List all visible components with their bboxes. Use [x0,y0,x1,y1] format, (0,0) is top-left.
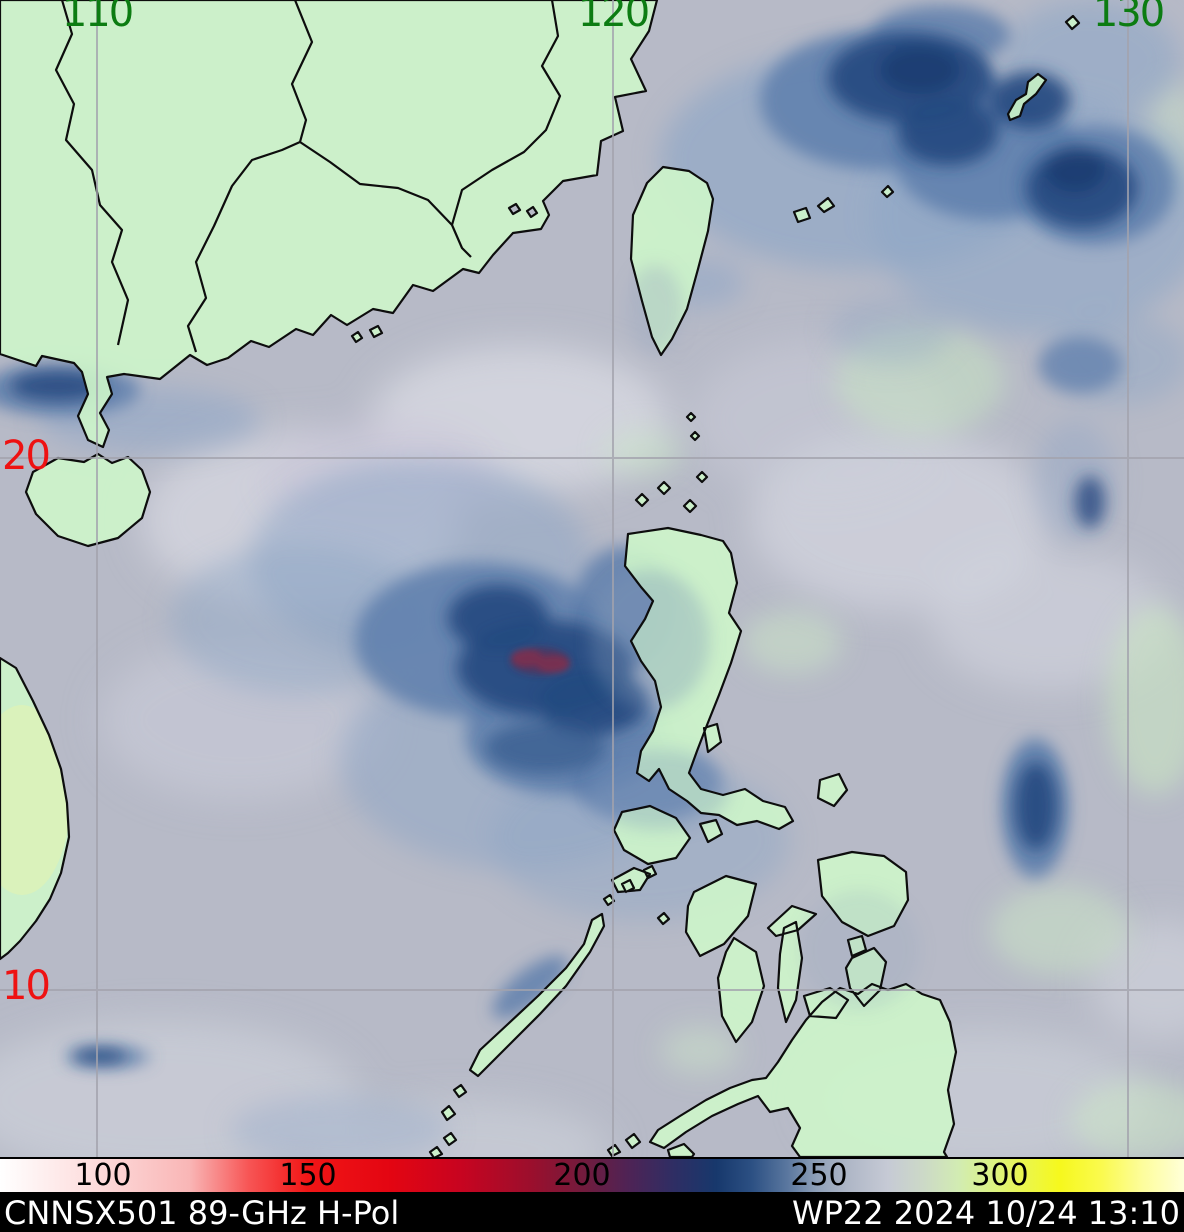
longitude-label-130: 130 [1092,0,1165,36]
longitude-label-120: 120 [577,0,650,36]
status-bar: CNNSX501 89-GHz H-Pol WP22 2024 10/24 13… [0,1194,1184,1232]
latitude-label-20: 20 [2,433,51,479]
latitude-label-10: 10 [2,963,51,1009]
longitude-label-110: 110 [61,0,134,36]
colorbar-tick-200: 200 [553,1158,611,1193]
province-borders [54,0,562,353]
colorbar-tick-300: 300 [971,1158,1029,1193]
colorbar-tick-250: 250 [790,1158,848,1193]
vietnam-warm-tint [0,705,69,895]
satellite-map: 110 120 130 20 10 [0,0,1184,1157]
colorbar-tick-150: 150 [279,1158,337,1193]
cyclone-eye [510,647,570,675]
storm-id-timestamp: WP22 2024 10/24 13:10 [791,1194,1180,1232]
brightness-temperature-colorbar: 100 150 200 250 300 [0,1157,1184,1194]
map-canvas [0,0,1184,1157]
colorbar-tick-100: 100 [74,1158,132,1193]
gridlines [0,0,1184,1157]
cloud-over-land [590,265,920,1010]
sensor-product-label: CNNSX501 89-GHz H-Pol [4,1194,400,1232]
cloud-dark [10,33,1137,1063]
